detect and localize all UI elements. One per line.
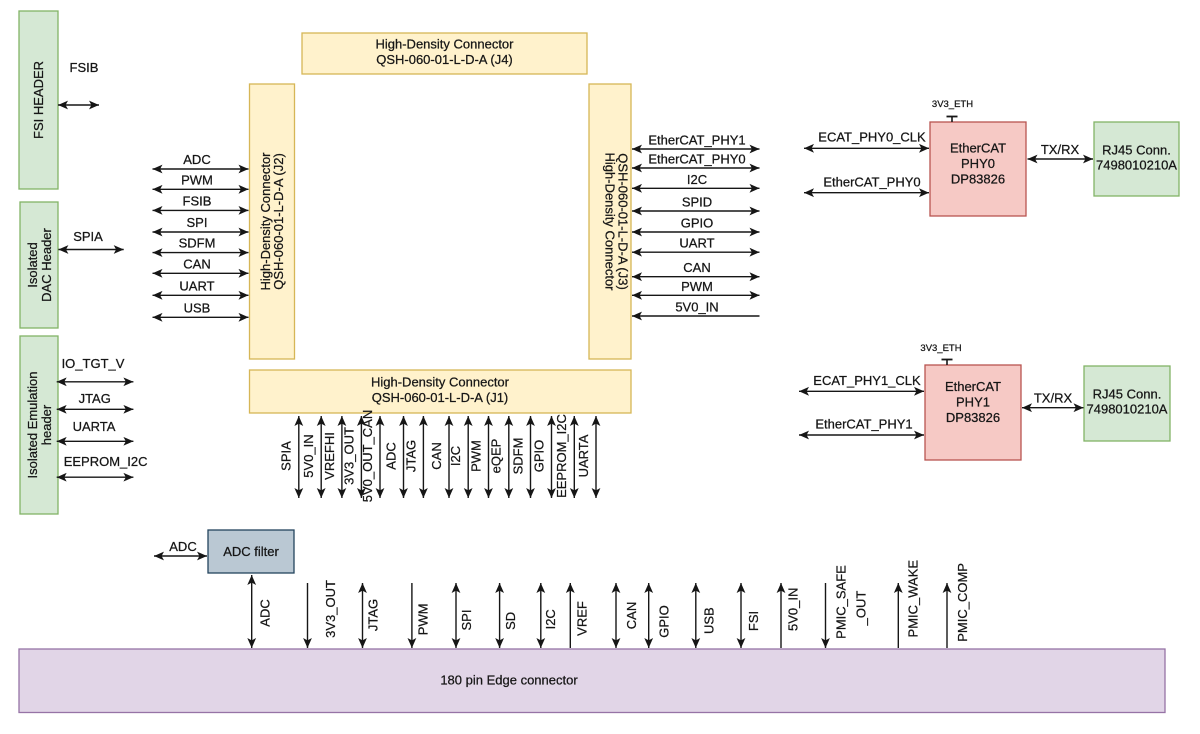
svg-text:I2C: I2C	[448, 446, 463, 466]
svg-text:5V0_IN: 5V0_IN	[785, 588, 800, 631]
svg-text:EtherCAT: EtherCAT	[945, 379, 1001, 394]
svg-text:5V0_IN: 5V0_IN	[301, 434, 316, 477]
svg-text:SD: SD	[503, 612, 518, 630]
svg-text:VREF: VREF	[575, 601, 590, 636]
svg-text:FSI: FSI	[746, 611, 761, 631]
svg-text:QSH-060-01-L-D-A (J3): QSH-060-01-L-D-A (J3)	[616, 153, 631, 290]
svg-text:IO_TGT_V: IO_TGT_V	[62, 356, 125, 371]
svg-text:7498010210A: 7498010210A	[1096, 158, 1177, 173]
svg-text:ECAT_PHY1_CLK: ECAT_PHY1_CLK	[813, 373, 921, 388]
svg-text:TX/RX: TX/RX	[1034, 391, 1073, 406]
svg-text:header: header	[39, 404, 54, 445]
svg-text:3V3_OUT: 3V3_OUT	[341, 427, 356, 485]
svg-text:EtherCAT_PHY0: EtherCAT_PHY0	[648, 152, 745, 167]
svg-text:DAC Header: DAC Header	[39, 227, 54, 301]
svg-text:PMIC_COMP: PMIC_COMP	[955, 563, 970, 642]
svg-text:JTAG: JTAG	[403, 440, 418, 472]
svg-text:PHY1: PHY1	[956, 395, 990, 410]
svg-text:DP83826: DP83826	[951, 172, 1005, 187]
svg-text:EEPROM_I2C: EEPROM_I2C	[554, 414, 569, 498]
svg-text:5V0_OUT_CAN: 5V0_OUT_CAN	[360, 410, 375, 502]
svg-text:CAN: CAN	[624, 602, 639, 629]
svg-text:RJ45 Conn.: RJ45 Conn.	[1102, 143, 1171, 158]
svg-text:SPID: SPID	[682, 195, 712, 210]
svg-text:5V0_IN: 5V0_IN	[675, 300, 718, 315]
svg-text:eQEP: eQEP	[489, 439, 504, 474]
svg-text:QSH-060-01-L-D-A (J4): QSH-060-01-L-D-A (J4)	[376, 52, 513, 67]
svg-text:_OUT: _OUT	[853, 591, 868, 627]
svg-text:JTAG: JTAG	[365, 599, 380, 631]
svg-text:FSIB: FSIB	[183, 193, 212, 208]
svg-text:Isolated Emulation: Isolated Emulation	[25, 372, 40, 479]
svg-text:PMIC_SAFE: PMIC_SAFE	[833, 565, 848, 639]
svg-text:USB: USB	[701, 607, 716, 634]
svg-text:PHY0: PHY0	[961, 156, 995, 171]
svg-text:PWM: PWM	[681, 279, 713, 294]
svg-text:JTAG: JTAG	[79, 391, 111, 406]
svg-text:FSI HEADER: FSI HEADER	[31, 61, 46, 139]
svg-text:SPIA: SPIA	[279, 441, 294, 471]
svg-text:High-Density Connector: High-Density Connector	[371, 375, 510, 390]
svg-text:PWM: PWM	[181, 172, 213, 187]
svg-text:QSH-060-01-L-D-A (J2): QSH-060-01-L-D-A (J2)	[271, 153, 286, 290]
svg-text:EEPROM_I2C: EEPROM_I2C	[64, 454, 148, 469]
svg-text:SPI: SPI	[187, 215, 208, 230]
svg-text:3V3_OUT: 3V3_OUT	[323, 580, 338, 638]
svg-text:180 pin Edge connector: 180 pin Edge connector	[440, 673, 578, 688]
svg-text:EtherCAT_PHY0: EtherCAT_PHY0	[823, 175, 920, 190]
svg-text:I2C: I2C	[543, 609, 558, 629]
svg-text:I2C: I2C	[687, 172, 707, 187]
svg-text:CAN: CAN	[429, 442, 444, 469]
svg-text:ADC: ADC	[169, 539, 196, 554]
svg-text:7498010210A: 7498010210A	[1087, 402, 1168, 417]
svg-text:ADC: ADC	[183, 152, 210, 167]
svg-text:GPIO: GPIO	[681, 216, 714, 231]
svg-text:EtherCAT_PHY1: EtherCAT_PHY1	[648, 133, 745, 148]
svg-text:PWM: PWM	[468, 440, 483, 472]
svg-text:3V3_ETH: 3V3_ETH	[932, 99, 973, 110]
svg-text:DP83826: DP83826	[946, 410, 1000, 425]
svg-text:TX/RX: TX/RX	[1041, 142, 1080, 157]
svg-text:QSH-060-01-L-D-A (J1): QSH-060-01-L-D-A (J1)	[372, 390, 509, 405]
svg-text:SPIA: SPIA	[73, 229, 103, 244]
svg-text:VREFHI: VREFHI	[322, 432, 337, 480]
svg-text:3V3_ETH: 3V3_ETH	[920, 343, 961, 354]
svg-text:ADC: ADC	[257, 599, 272, 626]
svg-text:UART: UART	[179, 278, 214, 293]
svg-text:ADC filter: ADC filter	[223, 544, 279, 559]
svg-text:UARTA: UARTA	[73, 419, 116, 434]
svg-text:ECAT_PHY0_CLK: ECAT_PHY0_CLK	[818, 130, 926, 145]
svg-text:ADC: ADC	[383, 442, 398, 469]
svg-text:EtherCAT: EtherCAT	[950, 141, 1006, 156]
svg-text:USB: USB	[184, 300, 211, 315]
svg-text:UART: UART	[679, 236, 714, 251]
svg-text:High-Density Connector: High-Density Connector	[603, 152, 618, 291]
svg-text:GPIO: GPIO	[531, 440, 546, 473]
svg-text:FSIB: FSIB	[70, 60, 99, 75]
svg-text:PMIC_WAKE: PMIC_WAKE	[906, 560, 921, 638]
svg-text:CAN: CAN	[183, 256, 210, 271]
svg-text:EtherCAT_PHY1: EtherCAT_PHY1	[815, 417, 912, 432]
svg-text:High-Density Connector: High-Density Connector	[375, 37, 514, 52]
svg-text:SDFM: SDFM	[510, 438, 525, 475]
svg-text:RJ45 Conn.: RJ45 Conn.	[1093, 387, 1162, 402]
svg-text:SPI: SPI	[459, 610, 474, 631]
svg-text:CAN: CAN	[683, 260, 710, 275]
svg-text:GPIO: GPIO	[656, 605, 671, 638]
svg-text:High-Density Connector: High-Density Connector	[258, 152, 273, 291]
svg-text:Isolated: Isolated	[25, 242, 40, 288]
svg-text:SDFM: SDFM	[179, 236, 216, 251]
svg-text:UARTA: UARTA	[576, 434, 591, 477]
svg-text:PWM: PWM	[415, 603, 430, 635]
